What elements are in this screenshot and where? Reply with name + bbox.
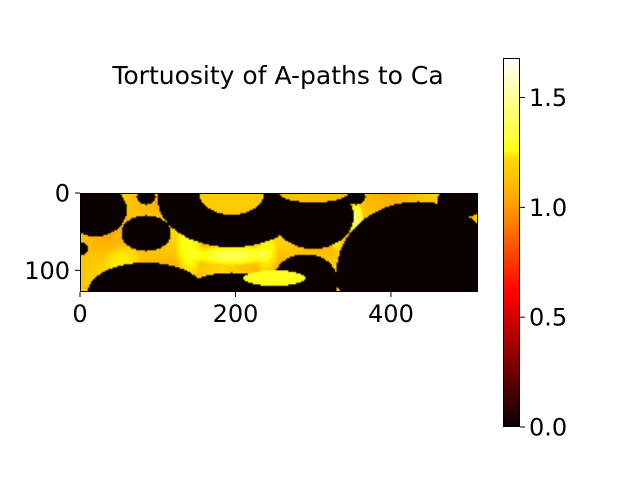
x-tick-label: 0 xyxy=(72,300,87,328)
x-axis-ticks: 0 200 400 xyxy=(72,292,414,328)
colorbar-tick-label: 1.5 xyxy=(529,84,567,112)
colorbar-tick-label: 1.0 xyxy=(529,194,567,222)
colorbar-ticks: 0.0 0.5 1.0 1.5 xyxy=(520,84,567,442)
colorbar-tick-label: 0.5 xyxy=(529,304,567,332)
heatmap-frame xyxy=(80,193,478,292)
y-axis-ticks: 0 100 xyxy=(24,180,80,285)
y-tick-label: 100 xyxy=(24,257,70,285)
colorbar-frame xyxy=(503,58,520,427)
x-tick-label: 200 xyxy=(213,300,259,328)
y-tick-label: 0 xyxy=(55,180,70,208)
colorbar: 0.0 0.5 1.0 1.5 xyxy=(503,58,567,442)
chart-title: Tortuosity of A-paths to Ca xyxy=(111,61,443,90)
colorbar-gradient xyxy=(503,58,520,427)
colorbar-tick-label: 0.0 xyxy=(529,414,567,442)
heatmap-image xyxy=(80,193,478,292)
x-tick-label: 400 xyxy=(368,300,414,328)
